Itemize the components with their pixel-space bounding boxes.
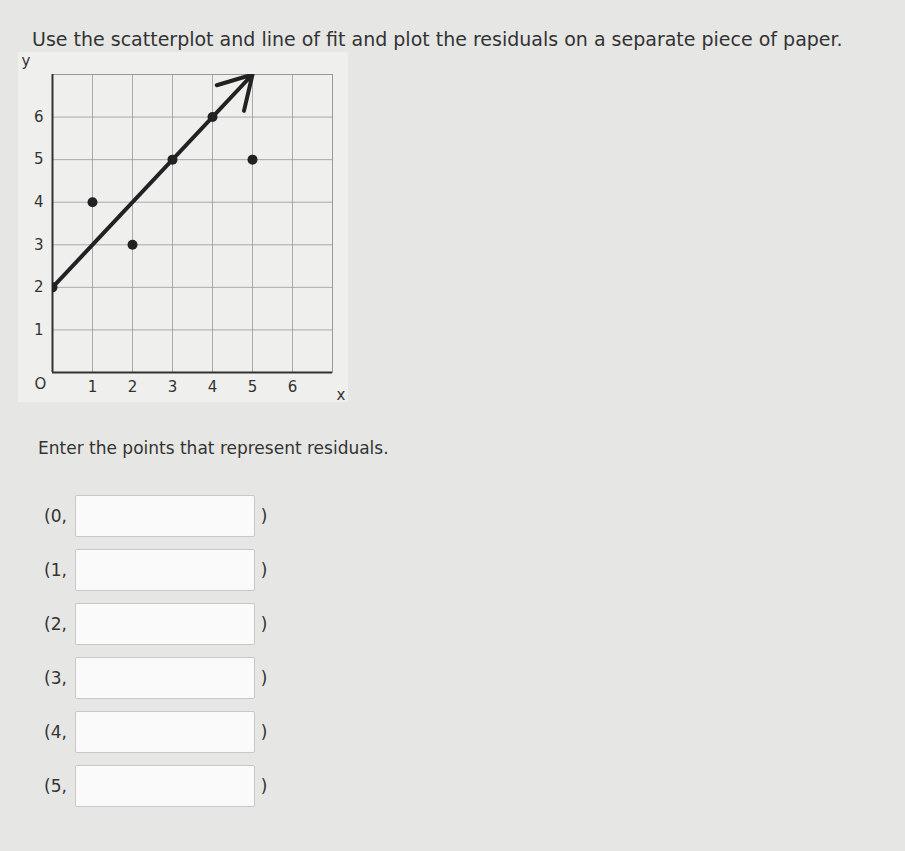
svg-text:2: 2 bbox=[128, 378, 138, 396]
html-text:(1,: (1, bbox=[44, 560, 67, 580]
svg-text:1: 1 bbox=[88, 378, 98, 396]
html-text:Use the scatterplot and line o: Use the scatterplot and line of fit and … bbox=[32, 28, 843, 50]
html-text:(0,: (0, bbox=[44, 506, 67, 526]
svg-text:1: 1 bbox=[34, 321, 44, 339]
svg-text:y: y bbox=[22, 52, 31, 70]
svg-text:4: 4 bbox=[34, 193, 44, 211]
svg-text:3: 3 bbox=[168, 378, 178, 396]
svg-text:6: 6 bbox=[288, 378, 298, 396]
html-text:(2,: (2, bbox=[44, 614, 67, 634]
html-text:(3,: (3, bbox=[44, 668, 67, 688]
svg-text:3: 3 bbox=[34, 236, 44, 254]
svg-text:2: 2 bbox=[34, 278, 44, 296]
html-text:Enter the points that represen: Enter the points that represent residual… bbox=[38, 438, 389, 458]
html-text:(5,: (5, bbox=[44, 776, 67, 796]
svg-text:O: O bbox=[35, 375, 47, 393]
svg-text:6: 6 bbox=[34, 108, 44, 126]
svg-text:5: 5 bbox=[34, 150, 44, 168]
svg-text:5: 5 bbox=[248, 378, 258, 396]
svg-text:4: 4 bbox=[208, 378, 218, 396]
html-text:(4,: (4, bbox=[44, 722, 67, 742]
svg-text:x: x bbox=[337, 386, 346, 403]
